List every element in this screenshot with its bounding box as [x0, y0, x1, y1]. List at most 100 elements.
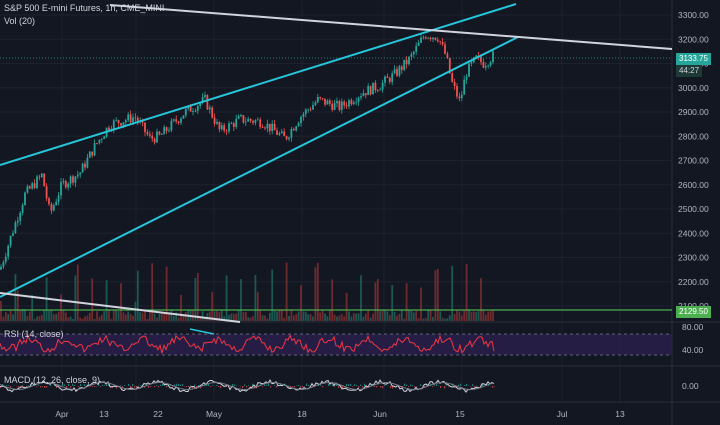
- volume-bar: [357, 313, 360, 321]
- volume-bar: [156, 317, 158, 321]
- candle-body: [381, 82, 384, 90]
- volume-bar: [331, 279, 334, 321]
- macd-histogram-bar: [302, 386, 304, 388]
- macd-histogram-bar: [186, 386, 188, 388]
- macd-histogram-bar: [434, 385, 436, 386]
- volume-bar: [117, 311, 120, 321]
- volume-bar: [21, 309, 24, 321]
- macd-histogram-bar: [488, 384, 490, 386]
- macd-histogram-bar: [54, 385, 56, 386]
- macd-histogram-bar: [102, 384, 104, 386]
- volume-bar: [177, 317, 180, 321]
- macd-histogram-bar: [114, 385, 116, 386]
- candle-body: [271, 123, 274, 132]
- candle-body: [369, 86, 372, 95]
- volume-bar: [489, 311, 492, 321]
- candle-body: [400, 66, 403, 70]
- candle-body: [38, 176, 41, 178]
- candle-body: [103, 136, 106, 139]
- macd-histogram-bar: [482, 384, 484, 386]
- trendline-drawings[interactable]: [0, 3, 673, 323]
- candle-body: [254, 120, 257, 123]
- macd-histogram-bar: [78, 386, 80, 387]
- macd-histogram-bar: [162, 383, 164, 386]
- volume-bar: [170, 309, 173, 321]
- volume-indicator-label[interactable]: Vol (20): [4, 16, 36, 26]
- volume-bar: [55, 313, 58, 321]
- volume-bar: [338, 315, 341, 321]
- volume-bar: [367, 310, 370, 321]
- macd-histogram-bar: [148, 386, 150, 388]
- volume-bar: [355, 313, 358, 321]
- volume-bar: [57, 311, 60, 321]
- candle-body: [7, 245, 10, 257]
- volume-bar: [72, 318, 74, 321]
- price-candles[interactable]: [0, 33, 494, 271]
- volume-bar: [424, 318, 427, 321]
- candle-body: [40, 173, 43, 177]
- macd-histogram-bar: [70, 386, 72, 388]
- candle-body: [326, 100, 329, 105]
- candle-body: [153, 138, 156, 143]
- price-axis-tick: 3200.00: [678, 34, 709, 44]
- volume-bar: [352, 313, 355, 321]
- macd-histogram-bar: [258, 386, 260, 388]
- volume-bar: [144, 310, 146, 321]
- macd-histogram-bar: [108, 384, 110, 386]
- candle-body: [151, 135, 154, 139]
- candle-body: [206, 95, 209, 110]
- candle-body: [324, 98, 326, 105]
- symbol-title[interactable]: S&P 500 E-mini Futures, 1h, CME_MINI: [4, 3, 165, 13]
- macd-histogram-bar: [470, 386, 472, 387]
- candle-body: [204, 95, 206, 98]
- macd-histogram-bar: [36, 386, 38, 387]
- candle-body: [319, 97, 322, 99]
- macd-histogram-bar: [356, 385, 358, 386]
- macd-histogram-bar: [236, 385, 238, 386]
- macd-histogram-bar: [8, 385, 10, 386]
- volume-bar: [67, 317, 70, 321]
- candle-body: [127, 114, 130, 121]
- candle-body: [249, 118, 252, 121]
- macd-indicator-label[interactable]: MACD (12, 26, close, 9): [4, 375, 101, 385]
- time-axis-tick: 15: [455, 409, 465, 419]
- macd-histogram-bar: [144, 386, 146, 388]
- macd-histogram-bar: [220, 386, 222, 389]
- macd-histogram-bar: [328, 383, 330, 386]
- macd-histogram-bar: [360, 384, 362, 386]
- time-axis-tick: 13: [615, 409, 625, 419]
- candle-body: [220, 125, 223, 130]
- candle-body: [19, 212, 22, 221]
- candle-body: [439, 41, 442, 43]
- candle-body: [134, 117, 137, 119]
- candle-body: [429, 37, 432, 40]
- macd-histogram-bar: [134, 386, 136, 388]
- candle-body: [489, 62, 492, 66]
- candle-body: [376, 90, 379, 91]
- volume-bar: [403, 318, 406, 321]
- volume-bar: [271, 269, 274, 321]
- candle-body: [112, 120, 115, 130]
- macd-axis-tick: 0.00: [682, 381, 699, 391]
- candle-body: [132, 117, 134, 123]
- volume-bar: [446, 318, 449, 321]
- rsi-indicator-label[interactable]: RSI (14, close): [4, 329, 64, 339]
- volume-bar: [309, 314, 312, 321]
- volume-bar: [283, 318, 286, 321]
- volume-bar: [381, 310, 384, 321]
- macd-signal-line: [0, 381, 495, 391]
- candle-body: [403, 59, 406, 70]
- candle-body: [129, 114, 132, 123]
- macd-pane[interactable]: [0, 379, 496, 393]
- candle-body: [93, 143, 96, 156]
- rsi-pane[interactable]: [0, 328, 672, 356]
- candle-body: [228, 123, 230, 132]
- volume-bar: [386, 311, 389, 321]
- macd-histogram-bar: [174, 384, 176, 386]
- macd-histogram-bar: [308, 384, 310, 386]
- volume-bar: [480, 278, 482, 321]
- macd-histogram-bar: [276, 386, 278, 388]
- candle-body: [199, 102, 202, 106]
- macd-histogram-bar: [292, 386, 294, 387]
